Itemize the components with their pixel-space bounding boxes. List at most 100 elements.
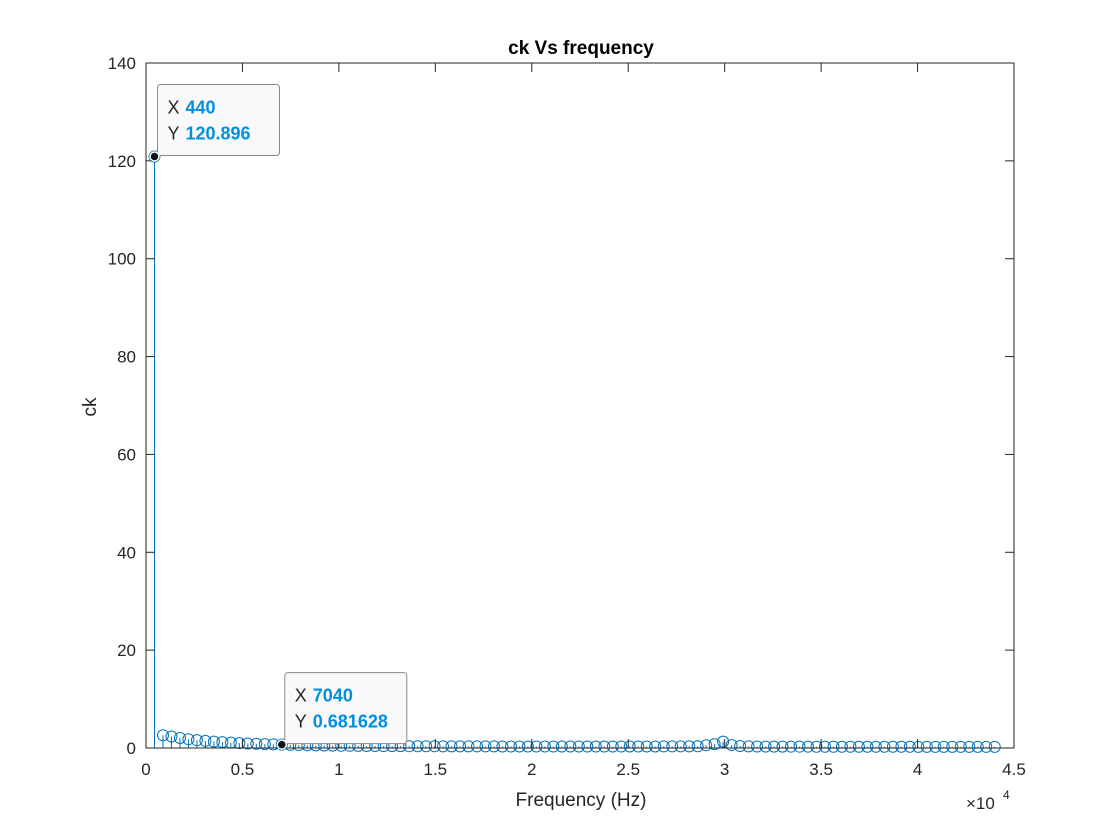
stem-marker[interactable] bbox=[496, 740, 509, 753]
plot-area[interactable]: 0 0.5 1 1.5 2 2.5 3 3.5 4 4.5 0 20 40 60 80 100 120 140 bbox=[108, 54, 1026, 779]
stem-marker[interactable] bbox=[564, 740, 577, 753]
x-tick-label: 0.5 bbox=[231, 760, 255, 779]
stem-marker[interactable] bbox=[581, 740, 594, 753]
y-tick-label: 40 bbox=[117, 543, 136, 562]
stem-marker[interactable] bbox=[420, 740, 433, 753]
x-axis-exponent: ×10 4 bbox=[966, 788, 1010, 813]
stem-marker[interactable] bbox=[912, 740, 925, 753]
stem-marker[interactable] bbox=[403, 740, 416, 753]
stem-marker[interactable] bbox=[708, 738, 721, 751]
stem-marker[interactable] bbox=[437, 740, 450, 753]
stem-marker[interactable] bbox=[513, 740, 526, 753]
stem-marker[interactable] bbox=[717, 735, 730, 748]
stem-marker[interactable] bbox=[920, 740, 933, 753]
stem-marker[interactable] bbox=[538, 740, 551, 753]
stem-marker[interactable] bbox=[182, 733, 195, 746]
stem-marker[interactable] bbox=[861, 740, 874, 753]
stem-marker[interactable] bbox=[411, 740, 424, 753]
stem-marker[interactable] bbox=[606, 740, 619, 753]
y-tick-label: 140 bbox=[108, 54, 136, 73]
stem-marker[interactable] bbox=[275, 738, 288, 751]
stem-marker[interactable] bbox=[946, 740, 959, 753]
stem-marker[interactable] bbox=[835, 740, 848, 753]
stem-marker[interactable] bbox=[683, 740, 696, 753]
stem-marker[interactable] bbox=[869, 740, 882, 753]
stem-marker[interactable] bbox=[547, 740, 560, 753]
stem-marker[interactable] bbox=[156, 729, 169, 742]
datatip-box bbox=[284, 672, 408, 745]
datatip-y-key: Y bbox=[167, 123, 179, 143]
stem-marker[interactable] bbox=[487, 740, 500, 753]
stem-marker[interactable] bbox=[445, 740, 458, 753]
stem-marker[interactable] bbox=[801, 740, 814, 753]
x-axis-label: Frequency (Hz) bbox=[516, 790, 647, 811]
stem-marker[interactable] bbox=[530, 740, 543, 753]
stem-marker[interactable] bbox=[886, 740, 899, 753]
stem-marker[interactable] bbox=[190, 734, 203, 747]
stem-marker[interactable] bbox=[768, 740, 781, 753]
stem-marker[interactable] bbox=[479, 740, 492, 753]
stem-marker[interactable] bbox=[623, 740, 636, 753]
stem-marker[interactable] bbox=[555, 740, 568, 753]
stem-marker[interactable] bbox=[148, 150, 161, 163]
y-tick-label: 20 bbox=[117, 641, 136, 660]
stem-marker[interactable] bbox=[852, 740, 865, 753]
stem-marker[interactable] bbox=[810, 740, 823, 753]
stem-marker[interactable] bbox=[776, 740, 789, 753]
stem-marker[interactable] bbox=[929, 740, 942, 753]
stem-marker[interactable] bbox=[988, 740, 1001, 753]
stem-marker[interactable] bbox=[521, 740, 534, 753]
stem-marker[interactable] bbox=[615, 740, 628, 753]
stem-marker[interactable] bbox=[572, 740, 585, 753]
stem-marker[interactable] bbox=[428, 740, 441, 753]
stem-marker[interactable] bbox=[963, 740, 976, 753]
stem-marker[interactable] bbox=[207, 735, 220, 748]
stem-marker[interactable] bbox=[827, 740, 840, 753]
stem-marker[interactable] bbox=[598, 740, 611, 753]
stem-marker[interactable] bbox=[937, 740, 950, 753]
stem-marker[interactable] bbox=[734, 740, 747, 753]
stem-marker[interactable] bbox=[258, 738, 271, 751]
stem-marker[interactable] bbox=[233, 737, 246, 750]
stem-marker[interactable] bbox=[700, 739, 713, 752]
stem-marker[interactable] bbox=[470, 740, 483, 753]
datatip-layer: X 440 Y 120.896 X 7040 Y 0.681628 bbox=[149, 83, 408, 750]
stem-marker[interactable] bbox=[751, 740, 764, 753]
stem-marker[interactable] bbox=[980, 740, 993, 753]
stem-marker[interactable] bbox=[674, 740, 687, 753]
stem-marker[interactable] bbox=[903, 740, 916, 753]
stem-marker[interactable] bbox=[954, 740, 967, 753]
datatip-marker bbox=[276, 739, 288, 750]
stem-marker[interactable] bbox=[199, 734, 212, 747]
datatip-box bbox=[156, 83, 280, 156]
stem-marker[interactable] bbox=[589, 740, 602, 753]
x-tick-label: 4.5 bbox=[1002, 760, 1026, 779]
stem-marker[interactable] bbox=[649, 740, 662, 753]
stem-marker[interactable] bbox=[895, 740, 908, 753]
series bbox=[148, 150, 1001, 753]
stem-marker[interactable] bbox=[657, 740, 670, 753]
stem-marker[interactable] bbox=[793, 740, 806, 753]
stem-marker[interactable] bbox=[462, 740, 475, 753]
datatip[interactable]: X 440 Y 120.896 bbox=[149, 83, 280, 162]
stem-marker[interactable] bbox=[818, 740, 831, 753]
datatip-x-value: 7040 bbox=[313, 686, 353, 706]
stem-marker[interactable] bbox=[691, 740, 704, 753]
stem-marker[interactable] bbox=[785, 740, 798, 753]
stem-marker[interactable] bbox=[742, 740, 755, 753]
stem-marker[interactable] bbox=[844, 740, 857, 753]
stem-marker[interactable] bbox=[173, 731, 186, 744]
datatip[interactable]: X 7040 Y 0.681628 bbox=[276, 672, 408, 750]
stem-marker[interactable] bbox=[640, 740, 653, 753]
stem-marker[interactable] bbox=[666, 740, 679, 753]
y-tick-label: 0 bbox=[127, 739, 136, 758]
stem-marker[interactable] bbox=[504, 740, 517, 753]
stem-marker[interactable] bbox=[250, 737, 263, 750]
stem-marker[interactable] bbox=[971, 740, 984, 753]
stem-marker[interactable] bbox=[632, 740, 645, 753]
stem-marker[interactable] bbox=[165, 730, 178, 743]
stem-marker[interactable] bbox=[454, 740, 467, 753]
stem-marker[interactable] bbox=[878, 740, 891, 753]
stem-marker[interactable] bbox=[759, 740, 772, 753]
stem-marker[interactable] bbox=[725, 739, 738, 752]
